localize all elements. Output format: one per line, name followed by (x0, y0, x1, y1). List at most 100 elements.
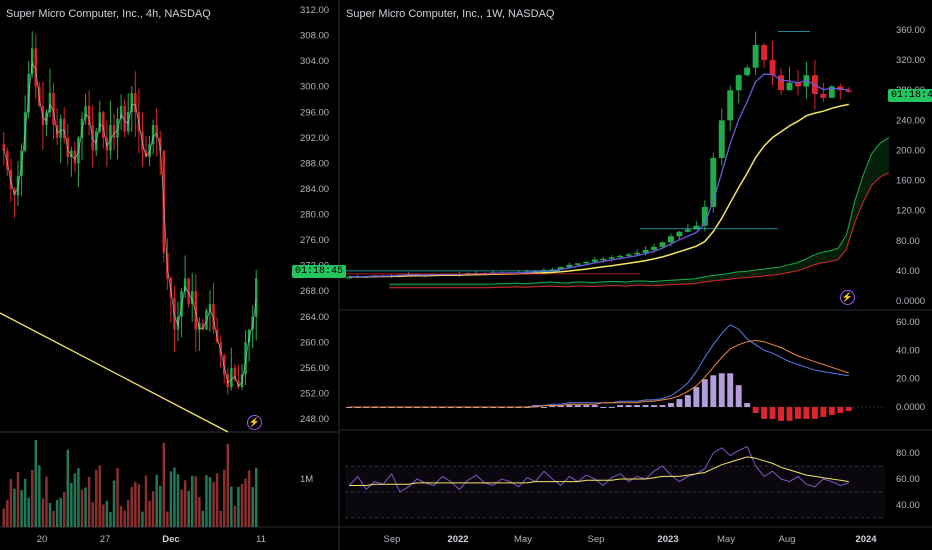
rsi-ma-line (349, 456, 849, 486)
weekly-candle-body (727, 90, 734, 121)
left-price-pane[interactable] (0, 31, 258, 433)
candle-body (52, 93, 55, 126)
volume-bar (112, 480, 116, 527)
rsi-tick: 60.00 (896, 474, 920, 485)
volume-bar (180, 489, 183, 527)
candle-body (30, 48, 34, 74)
candle-body (6, 150, 9, 170)
ema-fast-line (349, 73, 849, 278)
volume-bar (48, 502, 52, 527)
left-countdown-badge: 01:18:45 (292, 265, 347, 278)
macd-tick: 20.00 (896, 374, 920, 385)
right-time-tick: 2023 (657, 534, 678, 545)
macd-histogram-bar (828, 407, 835, 415)
left-chart-title: Super Micro Computer, Inc., 4h, NASDAQ (6, 8, 211, 20)
macd-histogram-bar (651, 405, 657, 407)
volume-bar (59, 497, 62, 527)
macd-histogram-bar (583, 405, 590, 407)
volume-bar (105, 500, 109, 527)
left-price-tick: 276.00 (300, 235, 329, 246)
macd-histogram-bar (778, 407, 784, 421)
candle-body (180, 291, 183, 317)
macd-histogram-bar (811, 407, 818, 419)
volume-bar (187, 490, 190, 527)
macd-histogram-bar (803, 407, 810, 419)
volume-bar (198, 497, 201, 527)
right-price-axis: 360.00320.00280.00240.00200.00160.00120.… (896, 25, 925, 307)
candle-body (102, 112, 105, 138)
volume-bar (94, 469, 98, 527)
candle-body (237, 380, 240, 388)
volume-bar (13, 488, 16, 527)
macd-histogram-bar (701, 379, 708, 407)
right-time-tick: May (717, 534, 735, 545)
right-time-tick: Sep (384, 534, 401, 545)
candle-body (34, 48, 38, 87)
candle-body (48, 93, 52, 113)
volume-bar (137, 484, 141, 527)
candle-body (254, 278, 258, 317)
candle-body (208, 303, 212, 311)
weekly-candle-body (710, 157, 717, 207)
volume-bar (173, 467, 176, 527)
macd-histogram-bar (727, 373, 734, 407)
weekly-candle-body (778, 75, 784, 91)
volume-bar (208, 477, 212, 527)
macd-histogram-bar (668, 403, 674, 407)
candle-body (109, 125, 112, 151)
candle-body (2, 144, 6, 151)
candle-body (212, 303, 215, 330)
macd-histogram-bar (617, 405, 624, 407)
macd-histogram-bar (625, 405, 632, 407)
weekly-candle-body (574, 263, 581, 265)
right-price-tick: 320.00 (896, 55, 925, 66)
macd-histogram-bar (541, 407, 547, 408)
weekly-candle-body (591, 259, 598, 262)
macd-histogram-bar (761, 407, 768, 419)
left-volume-pane[interactable] (2, 440, 258, 527)
right-price-tick: 360.00 (896, 25, 925, 36)
right-price-pane[interactable] (345, 31, 890, 289)
weekly-candle-body (701, 206, 708, 226)
left-price-tick: 300.00 (300, 82, 329, 93)
volume-bar (162, 442, 166, 527)
right-alert-bolt-icon[interactable]: ⚡ (840, 290, 855, 305)
candle-body (194, 291, 198, 330)
rsi-tick: 40.00 (896, 500, 920, 511)
volume-bar (251, 487, 254, 527)
macd-histogram-bar (735, 385, 742, 407)
volume-bar (183, 480, 187, 527)
volume-bar (119, 506, 123, 527)
macd-histogram-bar (837, 407, 844, 413)
volume-bar (66, 449, 70, 527)
left-alert-bolt-icon[interactable]: ⚡ (247, 415, 262, 430)
candle-body (59, 118, 62, 138)
right-rsi-pane[interactable] (345, 445, 885, 519)
volume-bar (194, 476, 198, 527)
volume-bar (201, 510, 205, 527)
volume-bar (226, 443, 230, 527)
rsi-tick: 80.00 (896, 448, 920, 459)
right-time-tick: 2022 (447, 534, 468, 545)
macd-histogram-bar (659, 405, 666, 407)
candle-body (151, 125, 155, 145)
volume-bar (158, 485, 162, 527)
right-macd-pane[interactable] (345, 324, 885, 421)
weekly-candle-body (769, 60, 776, 76)
macd-signal-line (349, 339, 849, 408)
macd-tick: 60.00 (896, 317, 920, 328)
weekly-candle-body (566, 264, 573, 268)
candle-body (201, 323, 205, 330)
macd-histogram-bar (718, 373, 725, 407)
right-price-tick: 80.00 (896, 236, 920, 247)
candle-body (247, 329, 251, 343)
macd-histogram-bar (744, 403, 751, 407)
volume-bar (190, 475, 194, 527)
right-time-tick: 2024 (855, 534, 877, 545)
weekly-candle-body (659, 242, 666, 247)
volume-bar (134, 481, 137, 527)
candle-body (98, 112, 102, 132)
weekly-candle-body (744, 67, 751, 76)
candle-body (155, 125, 158, 138)
left-time-tick: Dec (162, 534, 179, 545)
